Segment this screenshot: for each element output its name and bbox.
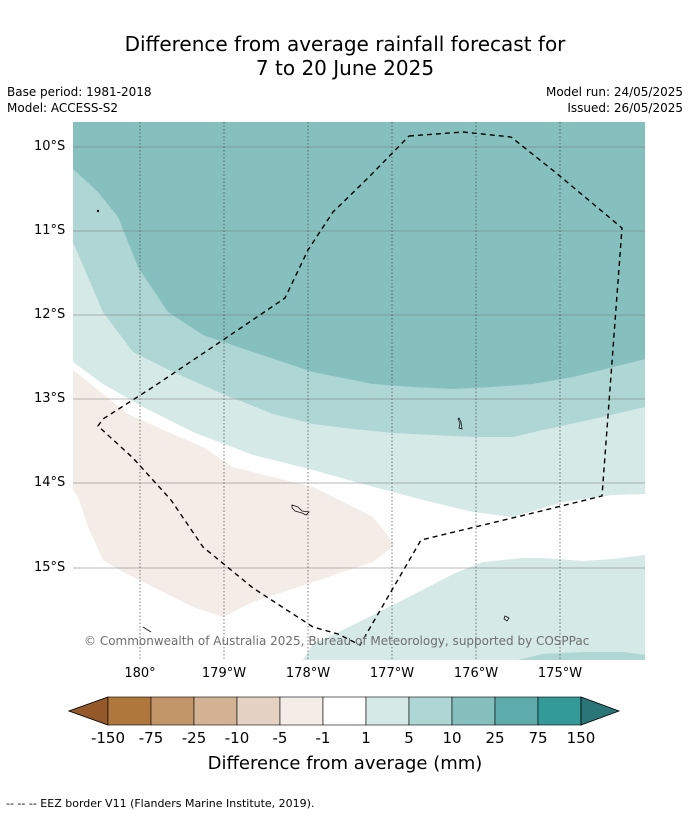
- lat-label-14s: 14°S: [34, 475, 66, 490]
- meridian-lines: [139, 122, 561, 660]
- colorbar-tick-label: 150: [566, 729, 596, 747]
- colorbar-extend-high: [580, 696, 621, 726]
- lon-label-176w: 176°W: [453, 666, 499, 681]
- colorbar-tick-label: 10: [442, 729, 462, 747]
- island-central: [291, 504, 310, 516]
- grid-lines: [73, 146, 645, 569]
- southeast-wet-medium: [518, 652, 645, 660]
- island-southeast: [503, 615, 510, 622]
- colorbar: [68, 696, 621, 726]
- lon-label-180: 180°: [124, 666, 156, 681]
- eez-legend-note: -- -- -- EEZ border V11 (Flanders Marine…: [6, 797, 315, 810]
- colorbar-cell-9: [451, 696, 496, 726]
- colorbar-cell-6: [322, 696, 367, 726]
- wet-band-strong: [73, 122, 645, 389]
- lon-label-179w: 179°W: [201, 666, 247, 681]
- colorbar-tick-label: 25: [485, 729, 505, 747]
- colorbar-cell-8: [408, 696, 453, 726]
- island-east: [457, 417, 463, 430]
- colorbar-cell-11: [537, 696, 582, 726]
- colorbar-cell-1: [107, 696, 152, 726]
- eez-border: [97, 131, 623, 646]
- model-run: Model run: 24/05/2025: [545, 85, 683, 99]
- southeast-wet-light: [303, 555, 645, 660]
- lat-label-13s: 13°S: [34, 391, 66, 406]
- title-line-2: 7 to 20 June 2025: [255, 56, 435, 80]
- colorbar-tick-label: 1: [361, 729, 371, 747]
- lat-label-15s: 15°S: [34, 560, 66, 575]
- copyright-notice: © Commonwealth of Australia 2025, Bureau…: [84, 634, 590, 648]
- colorbar-title: Difference from average (mm): [207, 753, 483, 774]
- island-dot: [96, 209, 100, 213]
- lon-label-177w: 177°W: [369, 666, 415, 681]
- colorbar-tick-label: -5: [272, 729, 288, 747]
- base-period: Base period: 1981-2018: [7, 85, 152, 99]
- issued-date: Issued: 26/05/2025: [567, 101, 683, 115]
- colorbar-tick-label: 5: [404, 729, 414, 747]
- island-west-small: [142, 626, 152, 633]
- colorbar-extend-low: [68, 696, 109, 726]
- lat-label-11s: 11°S: [34, 223, 66, 238]
- title-line-1: Difference from average rainfall forecas…: [124, 32, 566, 56]
- lat-label-12s: 12°S: [34, 307, 66, 322]
- lat-label-10s: 10°S: [34, 139, 66, 154]
- colorbar-tick-label: -75: [138, 729, 164, 747]
- model-name: Model: ACCESS-S2: [7, 101, 119, 115]
- lon-label-175w: 175°W: [537, 666, 583, 681]
- colorbar-cell-5: [279, 696, 324, 726]
- colorbar-tick-label: -25: [181, 729, 207, 747]
- colorbar-cell-4: [236, 696, 281, 726]
- lon-label-178w: 178°W: [285, 666, 331, 681]
- colorbar-tick-label: -150: [90, 729, 126, 747]
- island-outlines: [96, 209, 510, 633]
- colorbar-cell-2: [150, 696, 195, 726]
- dry-region: [73, 370, 395, 617]
- rainfall-map: [73, 122, 645, 660]
- colorbar-cell-3: [193, 696, 238, 726]
- colorbar-tick-label: -1: [315, 729, 331, 747]
- colorbar-cell-7: [365, 696, 410, 726]
- colorbar-tick-label: -10: [224, 729, 250, 747]
- colorbar-cell-10: [494, 696, 539, 726]
- colorbar-tick-label: 75: [528, 729, 548, 747]
